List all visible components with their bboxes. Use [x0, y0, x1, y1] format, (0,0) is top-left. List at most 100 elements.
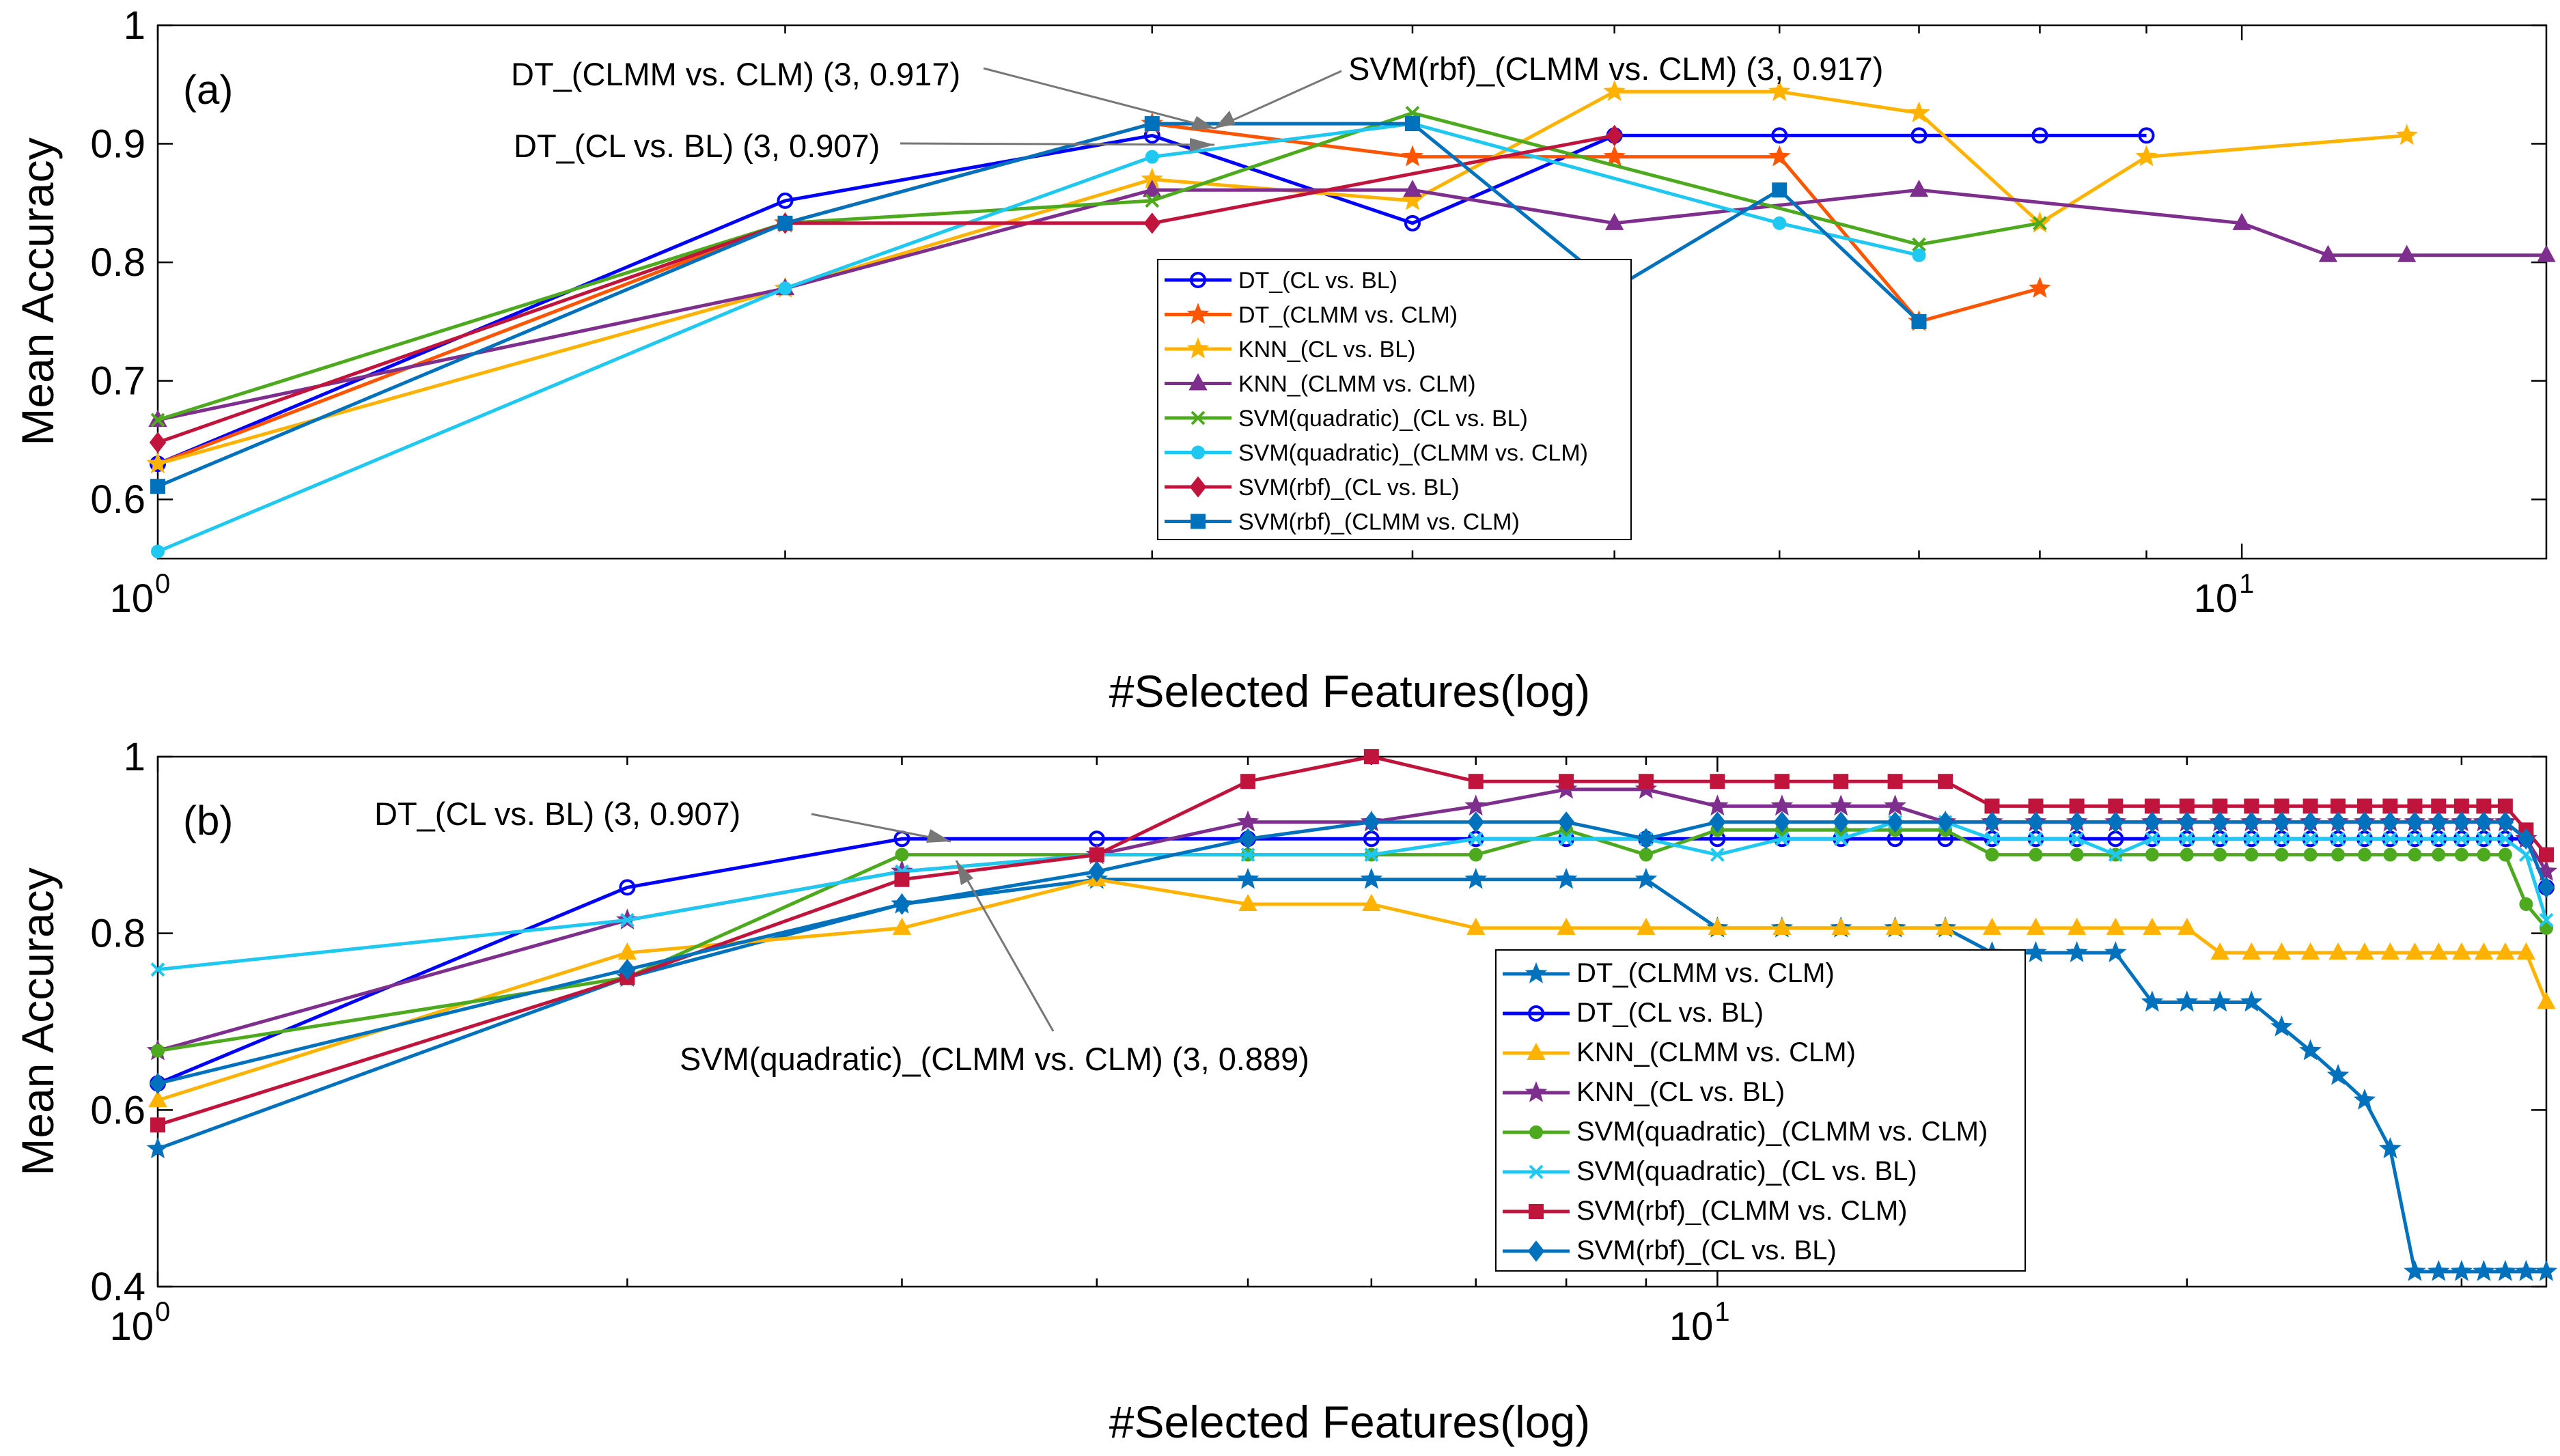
b-ytick-label: 0.8 — [90, 912, 145, 956]
a-xtick-exponent: 0 — [155, 569, 170, 599]
a-point-svm-quadratic-cl-vs-bl — [2033, 216, 2047, 231]
b-point-svm-rbf-clmm-vs-clm — [1240, 774, 1256, 789]
b-point-knn-clmm-vs-clm — [1362, 893, 1381, 911]
b-point-svm-rbf-clmm-vs-clm — [2069, 798, 2085, 814]
b-point-knn-clmm-vs-clm — [2474, 942, 2494, 960]
b-legend-entry: SVM(quadratic)_(CL vs. BL) — [1576, 1156, 1917, 1186]
b-legend-marker — [1525, 962, 1548, 983]
b-point-knn-clmm-vs-clm — [892, 917, 912, 935]
b-point-dt-clmm-vs-clm — [2270, 1015, 2293, 1037]
b-point-svm-rbf-cl-vs-bl — [2027, 811, 2044, 833]
b-point-svm-rbf-cl-vs-bl — [2178, 811, 2196, 833]
b-point-svm-quadratic-cl-vs-bl — [620, 912, 635, 927]
b-point-svm-rbf-clmm-vs-clm — [1984, 798, 2000, 814]
b-point-svm-quadratic-cl-vs-bl — [2212, 831, 2227, 846]
a-point-dt-cl-vs-bl — [1404, 214, 1421, 232]
a-annotation-dt-clmm: DT_(CLMM vs. CLM) (3, 0.917) — [511, 56, 1215, 130]
b-annotation-svm-quad-clmm: SVM(quadratic)_(CLMM vs. CLM) (3, 0.889) — [680, 860, 1309, 1077]
b-point-knn-clmm-vs-clm — [2380, 942, 2400, 960]
b-point-svm-quadratic-clmm-vs-clm — [2408, 848, 2422, 862]
a-legend-entry: KNN_(CL vs. BL) — [1238, 337, 1415, 363]
a-point-svm-quadratic-clmm-vs-clm — [1912, 248, 1926, 262]
b-point-dt-clmm-vs-clm — [2535, 1259, 2558, 1281]
a-point-knn-cl-vs-bl — [1401, 188, 1424, 210]
svg-text:SVM(quadratic)_(CLMM vs. CLM): SVM(quadratic)_(CLMM vs. CLM) (3, 0.889) — [680, 1041, 1309, 1077]
b-point-svm-quadratic-cl-vs-bl — [2180, 831, 2195, 846]
svg-text:DT_(CL vs. BL) (3, 0.907): DT_(CL vs. BL) (3, 0.907) — [374, 796, 740, 832]
b-point-svm-quadratic-cl-vs-bl — [1775, 831, 1790, 846]
b-point-knn-clmm-vs-clm — [2210, 942, 2229, 960]
a-annotation-svm-rbf-clmm: SVM(rbf)_(CLMM vs. CLM) (3, 0.917) — [1214, 51, 1883, 130]
b-xtick-label: 10 — [1669, 1304, 1714, 1349]
b-series-knn-clmm-vs-clm — [148, 869, 2556, 1108]
b-xtick-exponent: 1 — [1714, 1297, 1729, 1327]
a-point-knn-cl-vs-bl — [146, 452, 169, 473]
b-point-svm-quadratic-cl-vs-bl — [2498, 831, 2513, 846]
b-point-dt-clmm-vs-clm — [2353, 1089, 2376, 1110]
b-point-svm-quadratic-cl-vs-bl — [2108, 848, 2123, 862]
b-point-dt-clmm-vs-clm — [1360, 867, 1383, 889]
b-point-svm-quadratic-cl-vs-bl — [2331, 831, 2346, 846]
b-point-svm-quadratic-clmm-vs-clm — [2454, 848, 2468, 862]
b-point-svm-rbf-clmm-vs-clm — [1468, 774, 1484, 789]
b-point-dt-clmm-vs-clm — [2379, 1137, 2402, 1159]
b-point-dt-clmm-vs-clm — [2427, 1259, 2450, 1281]
a-point-dt-cl-vs-bl — [777, 192, 794, 209]
b-series-svm-rbf-cl-vs-bl — [149, 811, 2555, 1095]
b-point-svm-rbf-cl-vs-bl — [1936, 811, 1954, 833]
b-point-svm-rbf-clmm-vs-clm — [2356, 798, 2372, 814]
b-point-svm-quadratic-clmm-vs-clm — [2498, 848, 2512, 862]
b-ytick-label: 0.6 — [90, 1088, 145, 1132]
b-point-svm-quadratic-clmm-vs-clm — [1469, 848, 1483, 862]
b-point-svm-rbf-cl-vs-bl — [2475, 811, 2492, 833]
b-point-svm-rbf-cl-vs-bl — [1832, 811, 1850, 833]
b-point-knn-clmm-vs-clm — [2143, 917, 2162, 935]
b-point-svm-rbf-cl-vs-bl — [2273, 811, 2290, 833]
b-legend-marker — [1529, 1125, 1543, 1139]
b-ytick-label: 1 — [124, 735, 145, 779]
b-point-dt-cl-vs-bl — [619, 879, 636, 896]
b-point-knn-clmm-vs-clm — [1936, 917, 1955, 935]
b-point-svm-rbf-clmm-vs-clm — [2539, 847, 2554, 863]
b-point-dt-clmm-vs-clm — [2208, 990, 2231, 1012]
b-point-svm-rbf-clmm-vs-clm — [2212, 798, 2228, 814]
a-point-knn-cl-vs-bl — [2395, 124, 2418, 145]
b-point-knn-cl-vs-bl — [1830, 794, 1852, 816]
a-point-svm-rbf-clmm-vs-clm — [1404, 116, 1420, 132]
b-point-svm-rbf-clmm-vs-clm — [1363, 749, 1379, 764]
b-point-knn-clmm-vs-clm — [1831, 917, 1850, 935]
b-point-knn-clmm-vs-clm — [1708, 917, 1727, 935]
b-point-svm-rbf-clmm-vs-clm — [1710, 774, 1725, 789]
a-point-dt-clmm-vs-clm — [1401, 145, 1424, 167]
b-point-svm-rbf-clmm-vs-clm — [2431, 798, 2447, 814]
a-line-knn-cl-vs-bl — [157, 89, 2407, 466]
b-panel-label: (b) — [183, 798, 233, 843]
b-point-knn-clmm-vs-clm — [2178, 917, 2197, 935]
b-point-svm-rbf-cl-vs-bl — [2518, 828, 2535, 850]
b-point-svm-rbf-cl-vs-bl — [2302, 811, 2319, 833]
b-point-knn-clmm-vs-clm — [2026, 917, 2046, 935]
b-ytick-label: 0.4 — [90, 1265, 145, 1309]
a-point-svm-quadratic-clmm-vs-clm — [1145, 150, 1159, 164]
b-point-svm-rbf-cl-vs-bl — [2406, 811, 2423, 833]
a-legend-entry: SVM(quadratic)_(CL vs. BL) — [1238, 406, 1528, 432]
b-legend-entry: DT_(CL vs. BL) — [1576, 998, 1764, 1028]
a-point-knn-clmm-vs-clm — [2318, 244, 2338, 262]
b-point-svm-quadratic-cl-vs-bl — [150, 962, 165, 977]
b-legend-entry: KNN_(CL vs. BL) — [1576, 1077, 1785, 1107]
b-point-svm-quadratic-cl-vs-bl — [2145, 831, 2160, 846]
b-point-svm-quadratic-clmm-vs-clm — [2029, 848, 2043, 862]
a-ytick-label: 1 — [124, 3, 145, 48]
a-panel-label: (a) — [183, 67, 233, 113]
a-ytick-label: 0.6 — [90, 477, 145, 522]
b-point-svm-quadratic-clmm-vs-clm — [151, 1044, 165, 1058]
b-point-svm-rbf-clmm-vs-clm — [2331, 798, 2346, 814]
b-point-knn-clmm-vs-clm — [1772, 917, 1792, 935]
b-point-svm-rbf-clmm-vs-clm — [1774, 774, 1790, 789]
b-point-svm-quadratic-cl-vs-bl — [1364, 848, 1379, 862]
b-point-svm-rbf-cl-vs-bl — [2243, 811, 2260, 833]
a-point-knn-clmm-vs-clm — [2397, 244, 2417, 262]
b-point-svm-rbf-cl-vs-bl — [1557, 811, 1575, 833]
b-xtick-exponent: 0 — [155, 1297, 170, 1327]
b-point-svm-rbf-cl-vs-bl — [1887, 811, 1904, 833]
